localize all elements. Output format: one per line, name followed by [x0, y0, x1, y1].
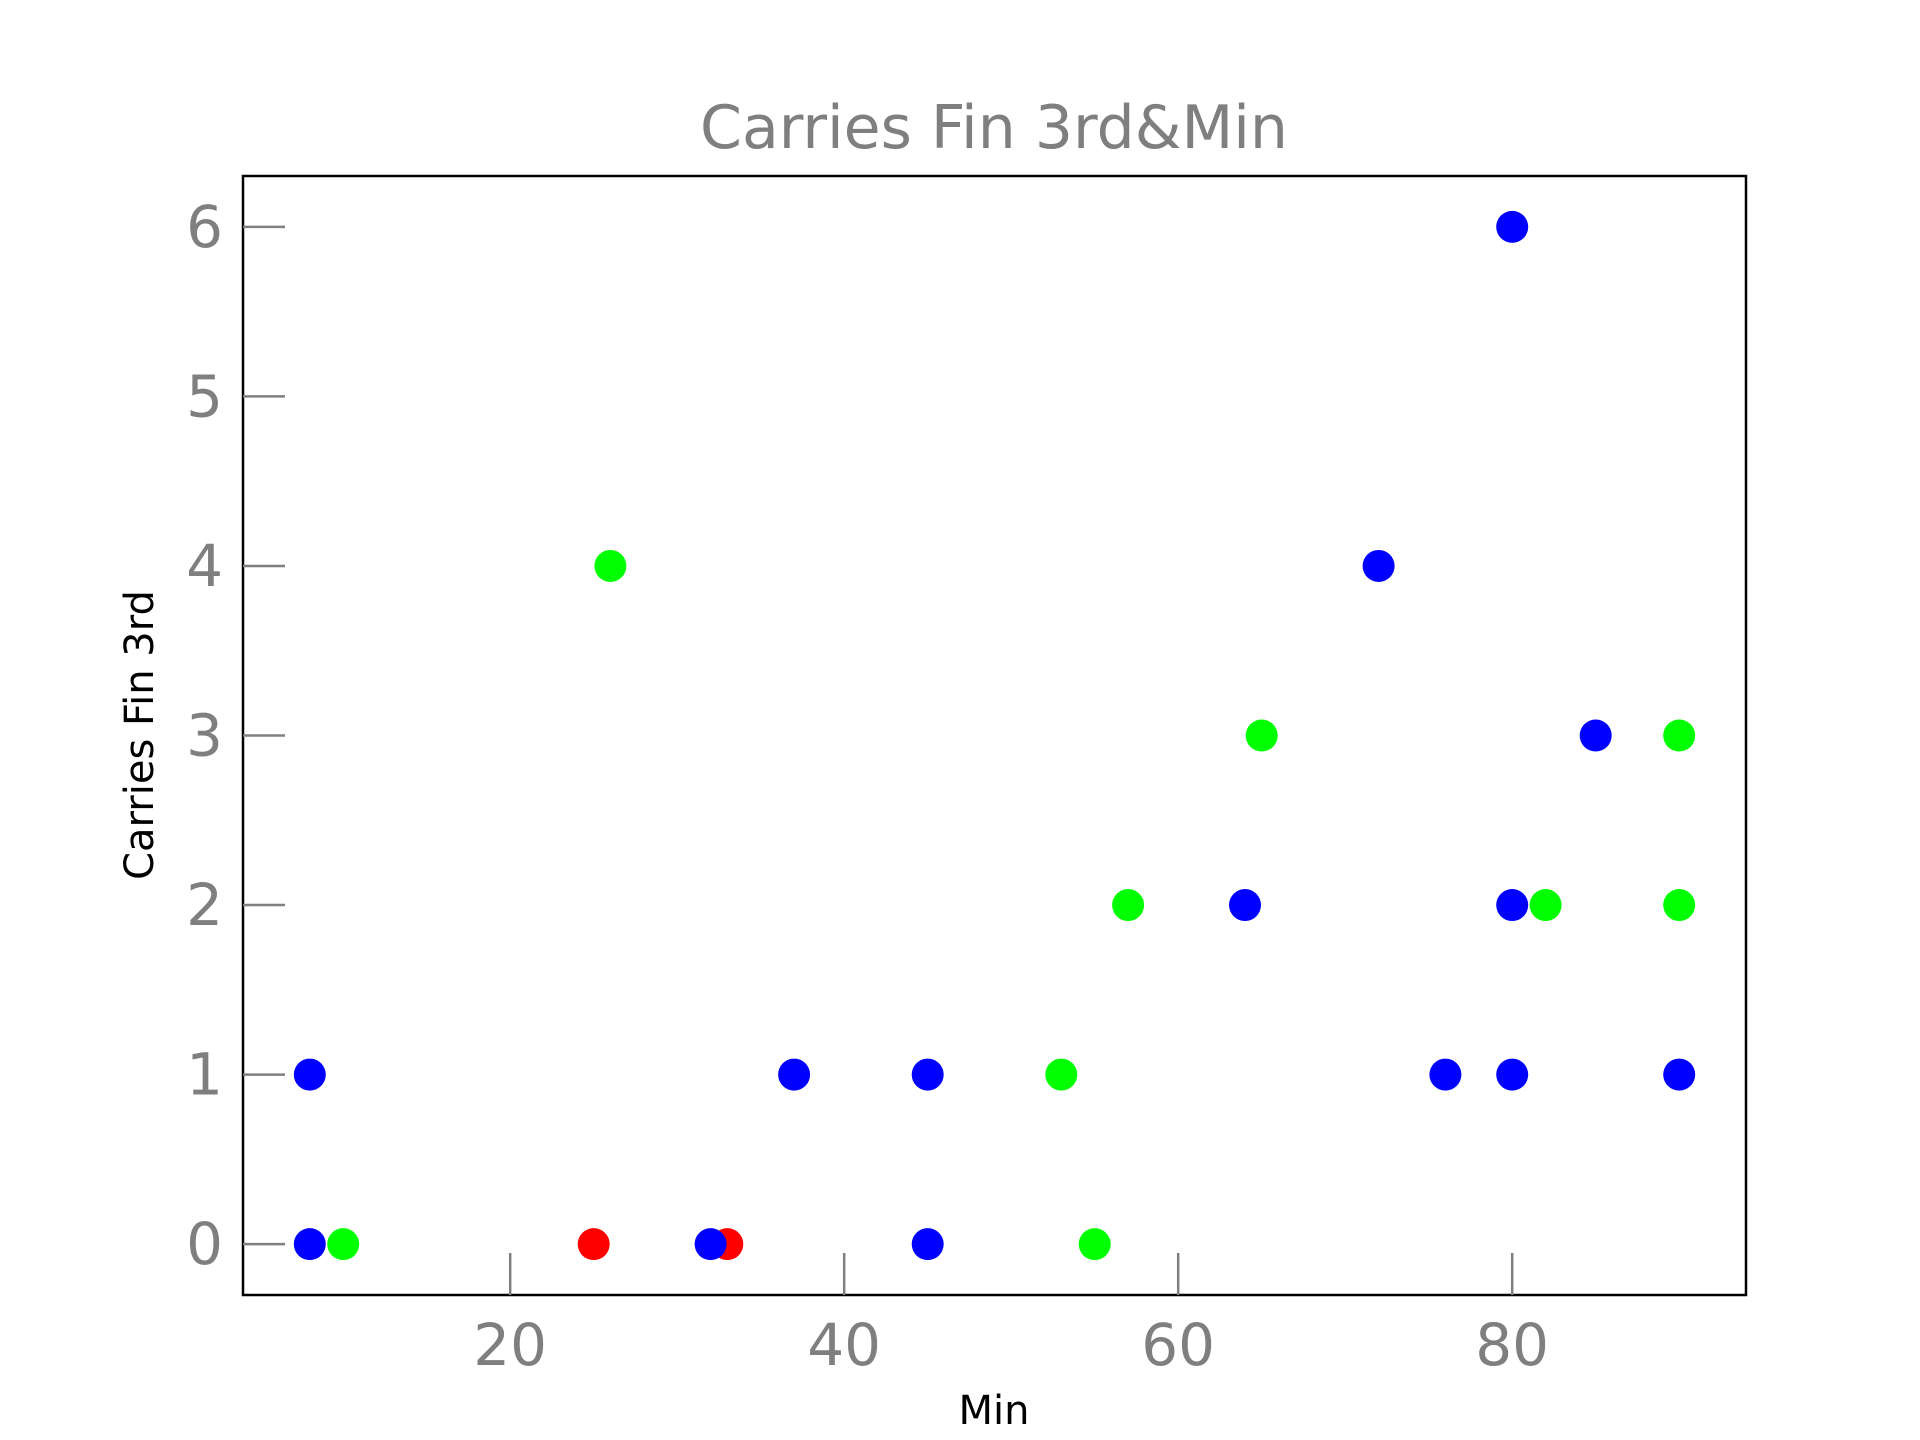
y-tick-label: 6	[186, 193, 223, 261]
y-tick-label: 3	[186, 702, 223, 770]
y-tick-label: 2	[186, 871, 223, 939]
scatter-point	[577, 1228, 610, 1261]
scatter-point	[1496, 210, 1529, 243]
scatter-point	[1078, 1228, 1111, 1261]
y-tick-label: 4	[186, 532, 223, 600]
x-tick-label: 20	[473, 1311, 547, 1379]
chart-title: Carries Fin 3rd&Min	[700, 93, 1288, 163]
y-axis-label: Carries Fin 3rd	[117, 590, 163, 880]
scatter-point	[1663, 719, 1696, 752]
plot-area-frame	[241, 174, 1748, 1297]
y-tick-label: 0	[186, 1210, 223, 1278]
scatter-point	[1362, 549, 1395, 582]
scatter-point	[1429, 1058, 1462, 1091]
x-axis-label: Min	[959, 1388, 1030, 1434]
scatter-point	[1579, 719, 1612, 752]
scatter-point	[1496, 889, 1529, 922]
x-tick-label: 40	[807, 1311, 881, 1379]
scatter-point	[1663, 1058, 1696, 1091]
y-tick-label: 1	[186, 1041, 223, 1109]
scatter-point	[327, 1228, 360, 1261]
x-tick-label: 80	[1475, 1311, 1549, 1379]
scatter-point	[778, 1058, 811, 1091]
scatter-point	[1663, 889, 1696, 922]
scatter-point	[911, 1058, 944, 1091]
axis-ticks: 0 1 2 3 4 5 6 20 40 60 80	[186, 193, 1549, 1379]
scatter-point	[1529, 889, 1562, 922]
data-points	[293, 210, 1696, 1261]
scatter-point	[1045, 1058, 1078, 1091]
scatter-point	[594, 549, 627, 582]
scatter-point	[293, 1228, 326, 1261]
y-tick-label: 5	[186, 362, 223, 430]
scatter-point	[911, 1228, 944, 1261]
scatter-point	[1112, 889, 1145, 922]
x-tick-label: 60	[1141, 1311, 1215, 1379]
scatter-point	[1229, 889, 1261, 922]
scatter-point	[1245, 719, 1278, 752]
scatter-point	[293, 1058, 326, 1091]
scatter-point	[694, 1228, 727, 1261]
scatter-point	[1496, 1058, 1529, 1091]
